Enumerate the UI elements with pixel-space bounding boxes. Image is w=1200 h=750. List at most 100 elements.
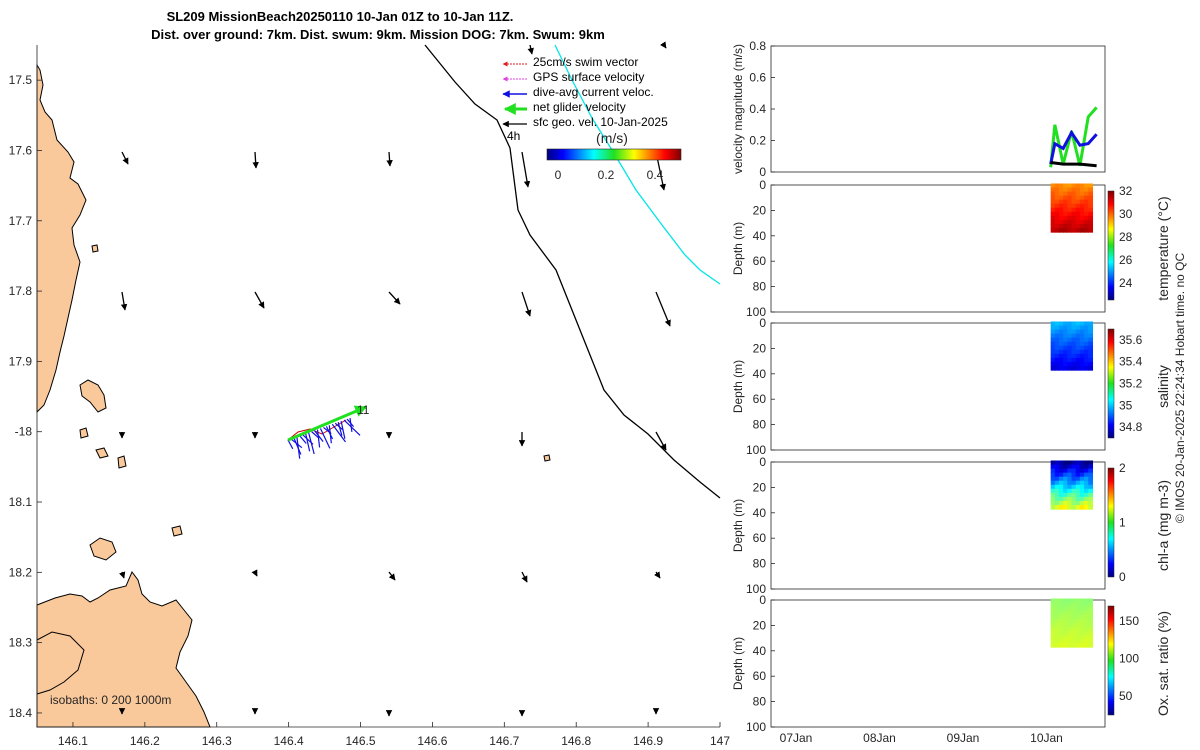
profile-cell: [1067, 606, 1073, 612]
profile-cell: [1050, 602, 1056, 608]
profile-cell: [1067, 361, 1073, 367]
profile-cell: [1088, 472, 1094, 478]
velocity-y-tick-label: 0.8: [749, 39, 766, 53]
dive-vector: [296, 436, 301, 459]
velocity-panel: velocity magnitude (m/s) 0 0.2 0.4 0.6 0.8: [731, 39, 1106, 179]
profile-cell: [1079, 626, 1085, 632]
profile-cell: [1088, 321, 1094, 327]
profile-cell: [1063, 614, 1068, 620]
profile-cell: [1067, 337, 1073, 343]
profile-cell: [1067, 365, 1073, 371]
profile-cell: [1050, 337, 1056, 343]
profile-cell: [1075, 341, 1081, 347]
profile-cell: [1088, 464, 1094, 470]
profile-cell: [1071, 460, 1077, 466]
profile-cell: [1059, 504, 1064, 510]
velocity-lines: [1049, 106, 1098, 168]
profile-cell: [1088, 353, 1094, 359]
profile-cell: [1071, 472, 1077, 478]
profile-cell: [1084, 472, 1089, 478]
profile-cell: [1054, 203, 1060, 209]
profile-cell: [1075, 634, 1081, 640]
profile-cell: [1075, 183, 1081, 189]
profile-cell: [1054, 357, 1060, 363]
profile-cell: [1063, 183, 1068, 189]
velocity-y-tick-label: 0.4: [749, 102, 766, 116]
dive-vector: [305, 433, 311, 452]
profile-cell: [1063, 365, 1068, 371]
profile-cell: [1054, 187, 1060, 193]
profile-cell: [1063, 464, 1068, 470]
profile-cell: [1075, 191, 1081, 197]
profile-cell: [1071, 191, 1077, 197]
profile-cell: [1084, 642, 1089, 648]
profile-cell: [1063, 476, 1068, 482]
depth-ylabel: Depth (m): [731, 360, 745, 413]
profile-cell: [1088, 325, 1094, 331]
island: [543, 454, 551, 462]
profile-cell: [1050, 195, 1056, 201]
profile-cell: [1067, 634, 1073, 640]
profile-cell: [1063, 215, 1068, 221]
dive-vector: [325, 426, 334, 440]
profile-cell: [1075, 602, 1081, 608]
depth-tick-label: 0: [759, 178, 766, 192]
glider-track: 11: [287, 403, 370, 459]
profile-cell: [1067, 630, 1073, 636]
profile-cell: [1075, 630, 1081, 636]
lon-tick-label: 146.2: [130, 734, 160, 748]
profile-cell: [1067, 480, 1073, 486]
profile-cell: [1063, 598, 1068, 604]
lat-tick-label: 18.4: [9, 706, 33, 720]
date-tick-label: 09Jan: [947, 731, 980, 745]
profile-cell: [1088, 638, 1094, 644]
profile-frame: [770, 599, 1106, 728]
profile-cell: [1088, 211, 1094, 217]
profile-panel-chl-a: 0 20 40 60 80 100 Depth (m) 0 1 2 chl-a (mg m-3): [731, 455, 1171, 596]
colorbar-label: temperature (°C): [1155, 196, 1171, 300]
profile-cell: [1054, 634, 1060, 640]
profile-cell: [1063, 207, 1068, 213]
depth-tick-label: 80: [753, 418, 767, 432]
profile-cell: [1079, 349, 1085, 355]
profile-cell: [1054, 476, 1060, 482]
depth-tick-label: 100: [746, 582, 766, 596]
profile-cell: [1054, 345, 1060, 351]
profile-cell: [1088, 215, 1094, 221]
profile-cell: [1050, 227, 1056, 233]
profile-cell: [1088, 484, 1094, 490]
profile-cell: [1067, 345, 1073, 351]
profile-frame: [770, 184, 1106, 313]
profile-cell: [1075, 606, 1081, 612]
profile-cell: [1088, 610, 1094, 616]
legend-geo-label: sfc geo. vel. 10-Jan-2025: [533, 115, 668, 129]
profile-cell: [1075, 223, 1081, 229]
dive-vector: [319, 428, 331, 449]
profile-cell: [1059, 215, 1064, 221]
profile-cell: [1088, 341, 1094, 347]
geo-velocity-arrow: [521, 571, 528, 583]
lon-tick-label: 146.5: [346, 734, 376, 748]
profile-cell: [1063, 496, 1068, 502]
profile-cell: [1084, 626, 1089, 632]
profile-cell: [1059, 618, 1064, 624]
profile-cell: [1075, 610, 1081, 616]
depth-tick-label: 40: [753, 506, 767, 520]
dive-vector: [293, 437, 302, 455]
profile-cell: [1067, 642, 1073, 648]
coastline-land: [36, 63, 87, 414]
profile-cell: [1071, 357, 1077, 363]
colorbar-unit: (m/s): [596, 130, 628, 146]
profile-cell: [1075, 227, 1081, 233]
profile-cell: [1054, 622, 1060, 628]
profile-cell: [1067, 484, 1073, 490]
depth-tick-label: 40: [753, 644, 767, 658]
profile-cell: [1088, 337, 1094, 343]
profile-cell: [1059, 203, 1064, 209]
profile-cell: [1088, 183, 1094, 189]
profile-cell: [1088, 468, 1094, 474]
profile-cell: [1063, 227, 1068, 233]
profile-cell: [1067, 227, 1073, 233]
profile-cell: [1084, 227, 1089, 233]
profile-cell: [1067, 203, 1073, 209]
